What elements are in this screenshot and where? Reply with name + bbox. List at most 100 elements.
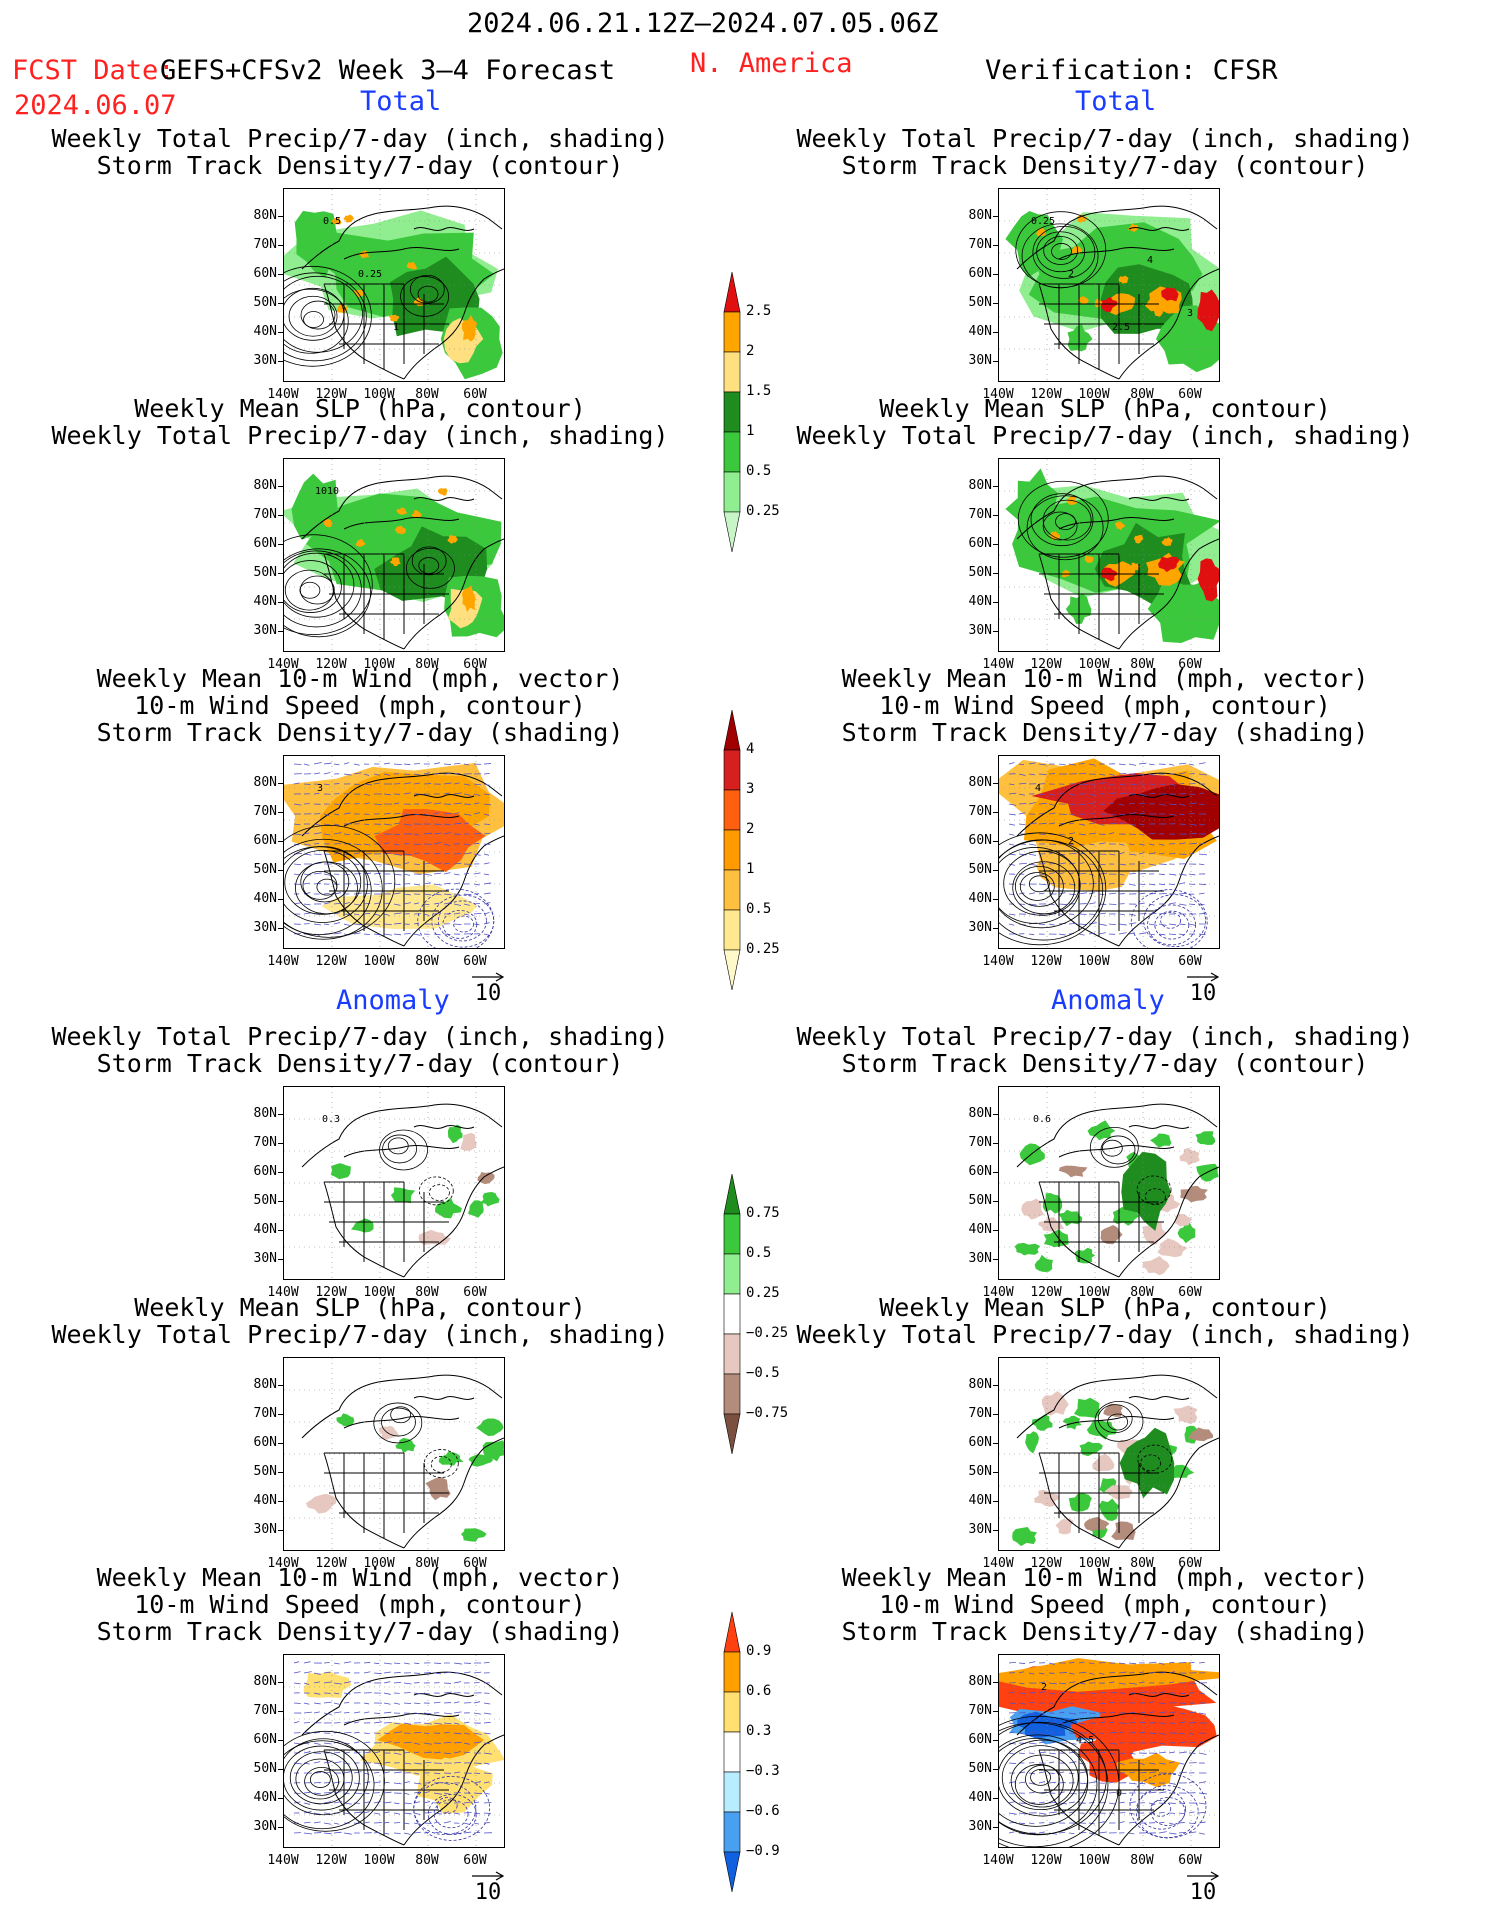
tick-mark [278,274,283,275]
wind-vector [1038,802,1047,805]
wind-vector [1148,763,1155,766]
wind-vector [1028,1712,1035,1715]
panel-title: Weekly Mean 10-m Wind (mph, vector) 10-m… [841,664,1369,747]
lat-tick-label: 40N [968,1222,992,1237]
wind-vector [473,783,482,786]
wind-vector [313,1692,321,1695]
wind-vector [443,1671,451,1674]
wind-vector [303,1751,311,1754]
wind-vector [483,892,491,895]
wind-vector [1028,822,1037,825]
lon-tick-label: 100W [363,1556,395,1571]
wind-vector [1048,812,1056,815]
panel-title: Weekly Total Precip/7-day (inch, shading… [796,124,1414,180]
anomaly-shading [1014,1242,1040,1256]
contour-line [999,847,1081,924]
wind-vector [1038,773,1047,775]
lon-tick-label: 100W [363,657,395,672]
wind-vector [353,852,360,855]
wind-vector [423,913,430,916]
contour-line [284,288,349,354]
wind-vector [353,843,362,846]
coastline [343,517,460,530]
wind-vector [383,823,392,826]
precip-shading [1005,468,1058,539]
wind-vector [353,1741,360,1744]
lon-tick-label: 60W [463,1285,487,1300]
coastline [1128,1396,1190,1400]
contour-line [284,275,363,353]
wind-vector [373,1771,380,1774]
wind-vector [343,1812,350,1814]
wind-vector [363,773,370,776]
coastline [403,835,504,947]
wind-vector [293,902,302,905]
wind-vector [1108,903,1117,906]
wind-vector [413,1782,422,1785]
colorbar-segment [723,471,741,513]
wind-vector [403,782,411,785]
wind-vector [1118,1801,1125,1804]
wind-vector [323,1812,331,1815]
wind-vector [293,1661,300,1664]
map-plot: 0.6 [999,1087,1219,1279]
wind-vector [1018,1812,1027,1815]
wind-vector [383,1791,392,1794]
colorbar-segment [723,1253,741,1295]
colorbar-label: 1.5 [746,383,772,399]
contour-label: 0.25 [1031,216,1055,227]
wind-vector [323,1712,332,1715]
contour-line [999,839,1104,941]
anomaly-shading [1021,1198,1044,1220]
lat-tick-label: 40N [253,594,277,609]
contour-line [433,1799,469,1829]
precip-shading [461,315,478,342]
wind-vector [363,1711,370,1714]
wind-vector [1068,832,1075,835]
wind-vector [323,873,331,876]
contour-line [284,287,345,341]
contour-line [1137,1444,1173,1474]
wind-vector [483,882,492,885]
anomaly-shading [1092,1453,1115,1472]
lat-tick-label: 30N [253,920,277,935]
colorbar-label: 4 [746,741,755,757]
anomaly-shading [1084,1516,1110,1531]
coastline [324,870,449,912]
wind-vector [323,1662,330,1664]
tick-mark [993,631,998,632]
lat-tick-label: 70N [253,804,277,819]
wind-vector [1058,833,1066,836]
colorbar-segment [723,351,741,393]
wind-vector [433,1772,441,1775]
wind-vector [1118,822,1126,825]
wind-vector [433,1751,441,1754]
colorbar-segment [723,829,741,871]
wind-vector [473,823,480,826]
wind-vector [403,853,412,856]
wind-vector [453,822,462,825]
wind-vector [433,1722,442,1725]
wind-vector [1158,1702,1166,1705]
contour-label: 3 [1187,308,1193,319]
wind-vector [1098,1672,1105,1675]
precip-shading [1084,555,1094,563]
wind-vector [403,1781,410,1784]
wind-vector [1068,793,1076,796]
wind-vector [313,1681,320,1684]
wind-vector [1168,1832,1177,1835]
wind-vector [1198,853,1208,856]
contour-line [1017,480,1109,558]
lon-tick-label: 100W [363,954,395,969]
wind-vector [313,1742,321,1745]
colorbar-label: −0.9 [746,1843,780,1859]
contour-line [1042,499,1092,541]
wind-vector [1048,1761,1055,1764]
lon-tick-label: 60W [1178,1853,1202,1868]
lon-tick-label: 140W [267,1853,299,1868]
lat-tick-label: 40N [968,891,992,906]
wind-vector [1068,1662,1075,1664]
wind-vector [1138,843,1145,846]
wind-vector [1008,803,1017,806]
tick-mark [278,1114,283,1115]
